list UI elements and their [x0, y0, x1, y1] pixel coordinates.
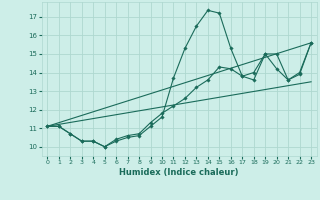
X-axis label: Humidex (Indice chaleur): Humidex (Indice chaleur) — [119, 168, 239, 177]
